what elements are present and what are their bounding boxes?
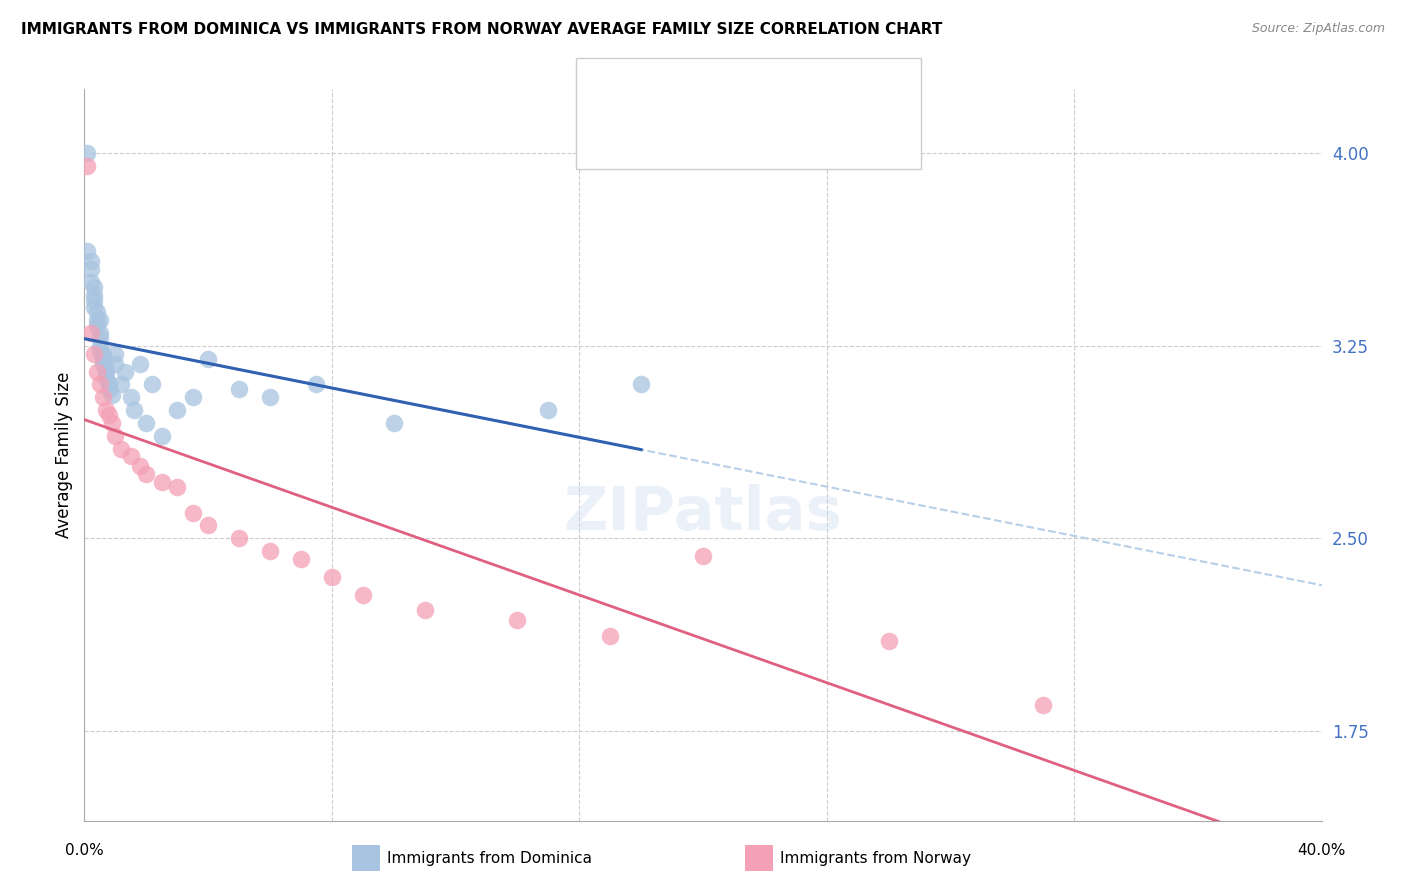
Text: N =: N = [775, 89, 811, 107]
Text: 29: 29 [827, 134, 851, 152]
Text: R =: R = [637, 89, 673, 107]
Point [79, 326, 101, 340]
Text: IMMIGRANTS FROM DOMINICA VS IMMIGRANTS FROM NORWAY AVERAGE FAMILY SIZE CORRELATI: IMMIGRANTS FROM DOMINICA VS IMMIGRANTS F… [21, 22, 942, 37]
Text: -0.490: -0.490 [690, 134, 749, 152]
Point [76, 159, 98, 173]
Point [94, 362, 117, 376]
Point [1032, 698, 1054, 713]
Point [506, 614, 529, 628]
Y-axis label: Average Family Size: Average Family Size [55, 372, 73, 538]
Point [91, 346, 114, 360]
Point [89, 377, 111, 392]
Point [89, 339, 111, 353]
Point [110, 377, 132, 392]
Point [94, 372, 117, 386]
Point [89, 313, 111, 327]
Point [79, 261, 101, 276]
Point [413, 603, 436, 617]
Point [537, 403, 560, 417]
Text: -0.197: -0.197 [690, 89, 749, 107]
Point [76, 146, 98, 161]
Point [98, 377, 121, 392]
Point [83, 287, 105, 301]
Point [89, 343, 111, 358]
Point [141, 377, 163, 392]
Text: R =: R = [637, 134, 673, 152]
Point [259, 390, 281, 404]
Point [630, 377, 652, 392]
Point [305, 377, 328, 392]
Point [120, 449, 142, 463]
Point [259, 544, 281, 558]
Point [101, 416, 124, 430]
Point [135, 467, 157, 482]
Point [86, 305, 108, 319]
Point [166, 403, 188, 417]
Point [181, 506, 204, 520]
Text: N =: N = [775, 134, 811, 152]
Point [91, 357, 114, 371]
Point [150, 475, 173, 489]
Text: 45: 45 [827, 89, 849, 107]
Point [76, 244, 98, 258]
Point [89, 331, 111, 345]
Point [83, 293, 105, 307]
Point [83, 280, 105, 294]
Point [599, 629, 621, 643]
Point [321, 570, 343, 584]
Point [104, 357, 127, 371]
Point [877, 634, 900, 648]
Point [692, 549, 714, 564]
Point [104, 428, 127, 442]
Point [91, 351, 114, 366]
Point [166, 480, 188, 494]
Point [79, 254, 101, 268]
Text: Source: ZipAtlas.com: Source: ZipAtlas.com [1251, 22, 1385, 36]
Point [114, 364, 136, 378]
Point [150, 428, 173, 442]
Point [86, 364, 108, 378]
Point [98, 408, 121, 422]
Point [352, 588, 374, 602]
Point [197, 351, 219, 366]
Point [197, 518, 219, 533]
Point [104, 346, 127, 360]
Text: 0.0%: 0.0% [65, 843, 104, 858]
Point [86, 318, 108, 333]
Text: Immigrants from Dominica: Immigrants from Dominica [387, 851, 592, 865]
Point [228, 383, 250, 397]
Point [120, 390, 142, 404]
Point [129, 459, 152, 474]
Point [228, 532, 250, 546]
Text: ZIPatlas: ZIPatlas [564, 484, 842, 543]
Point [129, 357, 152, 371]
Point [83, 346, 105, 360]
Point [122, 403, 145, 417]
Point [91, 390, 114, 404]
Point [98, 383, 121, 397]
Point [110, 442, 132, 456]
Point [83, 301, 105, 315]
Point [135, 416, 157, 430]
Point [181, 390, 204, 404]
Text: Immigrants from Norway: Immigrants from Norway [780, 851, 972, 865]
Point [290, 552, 312, 566]
Point [94, 367, 117, 381]
Point [79, 275, 101, 289]
Point [94, 403, 117, 417]
Point [86, 313, 108, 327]
Point [89, 326, 111, 340]
Point [382, 416, 405, 430]
Text: 40.0%: 40.0% [1298, 843, 1346, 858]
Point [101, 387, 124, 401]
